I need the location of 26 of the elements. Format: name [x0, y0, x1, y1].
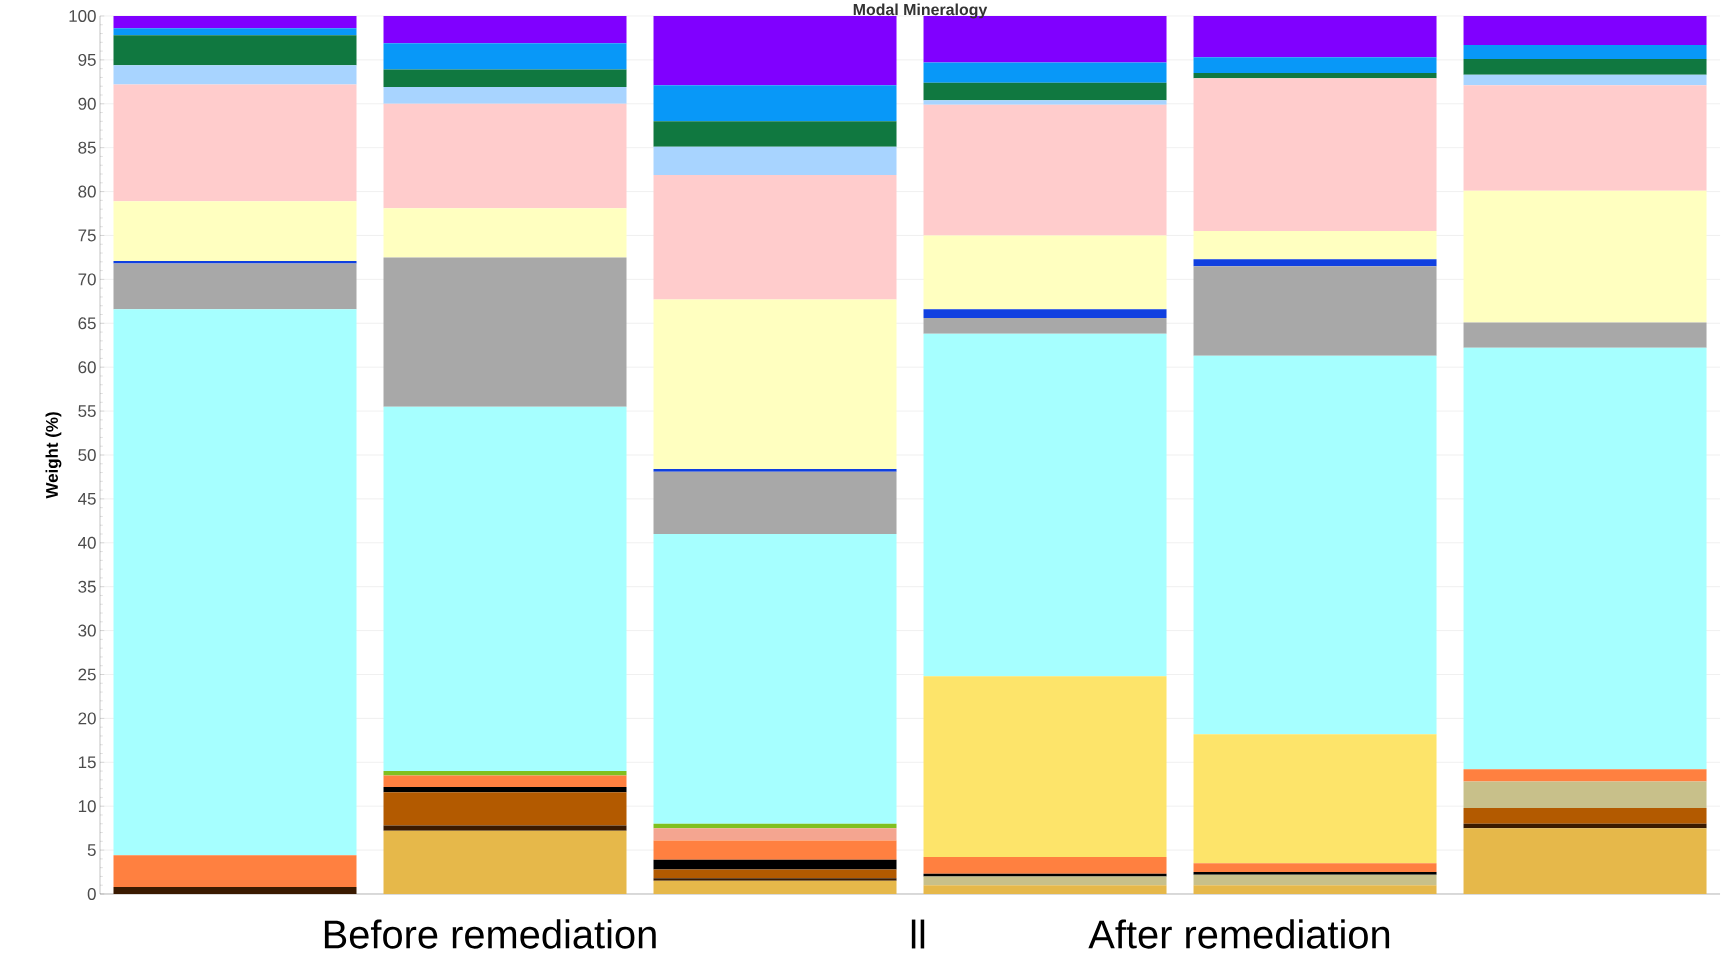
- y-tick-label: 55: [78, 405, 96, 417]
- y-tick-label: 40: [78, 536, 96, 549]
- y-tick-label: 10: [78, 800, 96, 813]
- chart-title: Modal Mineralogy: [853, 3, 988, 19]
- y-tick-label: 100: [69, 9, 96, 22]
- y-tick-label: 75: [78, 229, 96, 242]
- y-tick-label: 25: [78, 668, 96, 681]
- y-tick-label: 30: [78, 624, 96, 637]
- y-tick-label: 15: [78, 756, 96, 769]
- y-tick-label: 65: [78, 317, 96, 330]
- y-tick-label: 5: [87, 844, 96, 857]
- y-tick-label: 20: [78, 712, 96, 725]
- text: After remediation: [1088, 919, 1390, 949]
- y-tick-label: 95: [78, 53, 96, 66]
- y-tick-label: 35: [78, 580, 96, 593]
- y-tick-label: 0: [87, 888, 96, 900]
- y-tick-label: 70: [78, 273, 96, 286]
- y-tick-label: 85: [78, 141, 96, 154]
- y-tick-label: 60: [78, 361, 96, 374]
- y-tick-label: 90: [78, 97, 96, 110]
- y-tick-label: 45: [78, 492, 96, 505]
- y-tick-label: 80: [78, 185, 96, 198]
- text: Before remediation: [324, 919, 656, 949]
- y-tick-label: 50: [78, 448, 96, 461]
- y-axis-title: Weight (%): [45, 412, 62, 499]
- text: ll: [911, 919, 925, 949]
